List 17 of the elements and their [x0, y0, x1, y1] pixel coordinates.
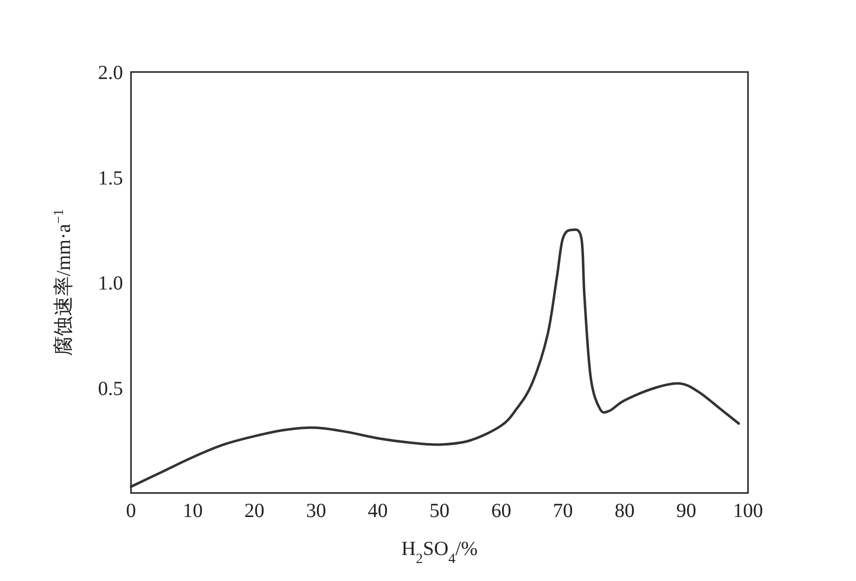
- y-tick-label: 0.5: [98, 378, 123, 400]
- x-tick-label: 100: [733, 500, 763, 522]
- x-tick-label: 90: [676, 500, 696, 522]
- x-tick-label: 0: [126, 500, 136, 522]
- x-tick-label: 20: [244, 500, 264, 522]
- x-tick-label: 60: [491, 500, 512, 522]
- x-tick-label: 50: [430, 500, 450, 522]
- x-tick-label: 40: [368, 500, 388, 522]
- x-tick-label: 10: [182, 500, 203, 522]
- line-series: [130, 228, 740, 488]
- x-tick-label: 30: [306, 500, 326, 522]
- y-tick-label: 2.0: [98, 62, 123, 84]
- x-axis-title: H$_{2}$SO$_{4}$/%: [401, 538, 478, 566]
- x-tick-label: 80: [614, 500, 635, 522]
- y-tick-label: 1.5: [98, 167, 123, 190]
- y-tick-label: 1.0: [98, 272, 123, 294]
- x-tick-label: 70: [552, 500, 573, 522]
